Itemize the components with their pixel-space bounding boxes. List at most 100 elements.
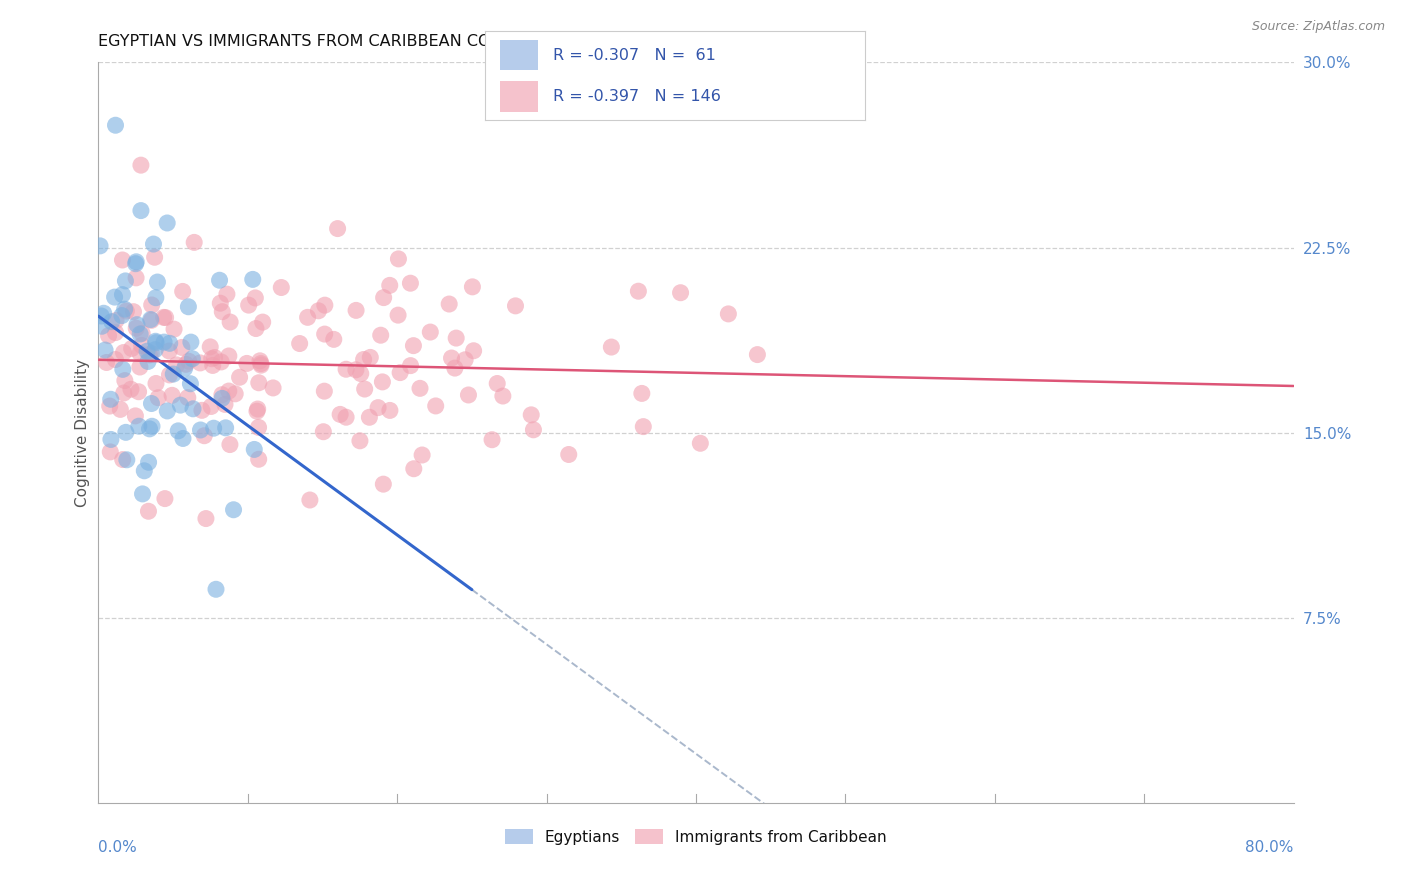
Point xyxy=(367,401,389,415)
Point xyxy=(201,359,224,373)
Point xyxy=(219,315,242,329)
Point xyxy=(145,291,167,305)
Point xyxy=(112,386,135,401)
Point xyxy=(245,321,267,335)
Point xyxy=(153,335,176,350)
Point xyxy=(128,359,150,374)
Point xyxy=(245,291,267,305)
Point xyxy=(353,382,375,396)
Point xyxy=(141,313,163,327)
Point xyxy=(747,348,769,362)
Point xyxy=(326,221,349,235)
Point xyxy=(181,401,204,416)
Point xyxy=(156,216,179,230)
Point xyxy=(93,306,115,320)
Point xyxy=(114,274,136,288)
Point xyxy=(177,391,200,405)
Point xyxy=(329,408,352,422)
Point xyxy=(104,326,127,340)
Point xyxy=(96,355,118,369)
Point xyxy=(307,303,329,318)
Point xyxy=(159,336,181,351)
Point xyxy=(122,304,145,318)
Point xyxy=(100,392,122,407)
Point xyxy=(209,355,232,369)
Point xyxy=(160,388,183,402)
Point xyxy=(159,368,181,382)
Point xyxy=(124,257,146,271)
Point xyxy=(288,336,311,351)
Point xyxy=(143,250,166,264)
Bar xyxy=(501,40,538,70)
Point xyxy=(486,376,509,391)
Point xyxy=(378,403,401,417)
Point xyxy=(131,487,153,501)
Point xyxy=(202,421,225,435)
Point xyxy=(201,351,224,366)
Point xyxy=(162,367,184,381)
Point xyxy=(131,338,153,352)
Point xyxy=(411,448,433,462)
Point xyxy=(463,343,485,358)
Point xyxy=(209,296,232,310)
Point xyxy=(211,388,233,402)
Point xyxy=(145,334,167,349)
Point xyxy=(163,322,186,336)
Point xyxy=(246,402,269,417)
Point xyxy=(138,504,160,518)
Point xyxy=(444,361,467,376)
Point xyxy=(247,376,270,390)
Point xyxy=(136,344,159,359)
Point xyxy=(242,272,264,286)
Point xyxy=(440,351,463,365)
Point xyxy=(378,278,401,293)
Point xyxy=(166,358,188,372)
Point xyxy=(100,315,122,329)
Point xyxy=(114,374,136,388)
Point xyxy=(115,452,138,467)
Point xyxy=(689,436,711,450)
Point xyxy=(191,403,214,417)
Point xyxy=(314,298,336,312)
Point xyxy=(387,308,409,322)
Point xyxy=(204,351,226,365)
Point xyxy=(492,389,515,403)
Text: R = -0.307   N =  61: R = -0.307 N = 61 xyxy=(554,48,716,62)
Point xyxy=(444,331,467,345)
Point xyxy=(90,309,112,323)
Point xyxy=(141,346,163,360)
Point xyxy=(169,398,191,412)
Point xyxy=(97,328,120,343)
Point xyxy=(335,362,357,376)
Point xyxy=(125,270,148,285)
Point xyxy=(114,302,136,317)
Point xyxy=(249,354,271,368)
Point xyxy=(211,392,233,406)
Point xyxy=(353,352,375,367)
Point xyxy=(481,433,503,447)
Point xyxy=(129,326,152,341)
Point xyxy=(314,327,336,342)
Point xyxy=(399,276,422,290)
Point xyxy=(246,404,269,418)
Point xyxy=(110,402,132,417)
Point xyxy=(181,351,204,366)
Point xyxy=(125,254,148,268)
Point xyxy=(454,352,477,367)
Point xyxy=(419,325,441,339)
Point xyxy=(104,352,127,367)
Point xyxy=(193,428,215,442)
Point xyxy=(155,310,177,325)
Point xyxy=(100,433,122,447)
Point xyxy=(142,237,165,252)
Point xyxy=(174,357,197,371)
Text: 80.0%: 80.0% xyxy=(1246,840,1294,855)
Point xyxy=(112,345,135,359)
Point xyxy=(156,404,179,418)
Point xyxy=(461,280,484,294)
Point xyxy=(190,423,212,437)
Point xyxy=(214,397,236,411)
Point xyxy=(238,298,260,312)
Point xyxy=(252,315,274,329)
Point xyxy=(558,448,581,462)
